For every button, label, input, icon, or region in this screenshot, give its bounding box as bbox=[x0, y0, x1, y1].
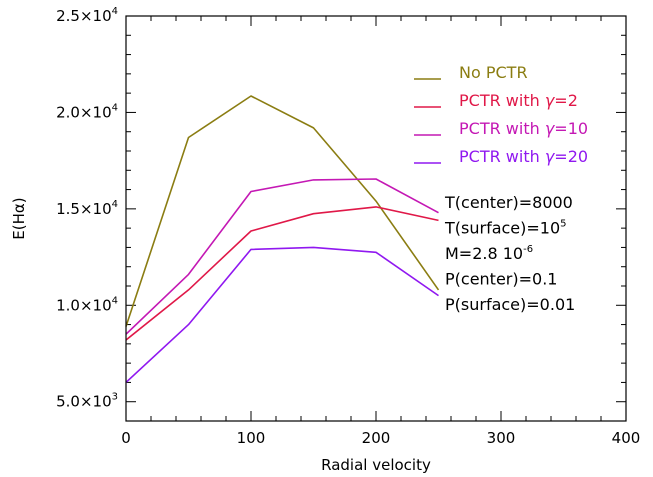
legend-gamma: γ bbox=[545, 119, 556, 138]
plot-frame bbox=[125, 15, 627, 422]
y-tick-label: 2.0×104 bbox=[56, 102, 118, 121]
annotation-line: M=2.8 10-6 bbox=[445, 244, 533, 263]
y-tick-label: 2.5×104 bbox=[56, 6, 118, 25]
annotation-line: T(surface)=105 bbox=[444, 219, 567, 238]
y-tick-label: 1.0×104 bbox=[56, 295, 118, 314]
annotation-line: T(center)=8000 bbox=[444, 193, 573, 212]
x-tick-label: 200 bbox=[362, 429, 391, 447]
y-tick-exponent: 4 bbox=[112, 6, 118, 17]
y-tick-exponent: 4 bbox=[112, 295, 118, 306]
annotation-line: P(surface)=0.01 bbox=[445, 295, 575, 314]
legend-gamma: γ bbox=[545, 91, 556, 110]
series-layer bbox=[125, 95, 440, 383]
x-tick-label: 400 bbox=[612, 429, 641, 447]
legend-label: No PCTR bbox=[459, 63, 528, 82]
series-line-4 bbox=[125, 246, 439, 383]
y-tick-exponent: 4 bbox=[112, 102, 118, 113]
y-tick-exponent: 4 bbox=[112, 199, 118, 210]
legend-label: PCTR with γ=10 bbox=[459, 119, 588, 138]
legend-label: PCTR with γ=2 bbox=[459, 91, 578, 110]
legend: No PCTR PCTR with γ=2 PCTR with γ=10 PCTR w… bbox=[414, 63, 588, 166]
y-tick-label: 1.5×104 bbox=[56, 199, 118, 218]
x-tick-label: 0 bbox=[121, 429, 131, 447]
x-tick-label: 300 bbox=[487, 429, 516, 447]
legend-label: PCTR with γ=20 bbox=[459, 147, 588, 166]
annotation-line: P(center)=0.1 bbox=[445, 270, 557, 289]
y-tick-label: 5.0×103 bbox=[56, 392, 118, 411]
legend-gamma: γ bbox=[545, 147, 556, 166]
series-line-1 bbox=[125, 95, 440, 327]
y-tick-exponent: 3 bbox=[112, 392, 118, 403]
series-line-3 bbox=[125, 178, 439, 335]
y-ticks: 5.0×103 1.0×104 1.5×104 2.0×104 2.5×104 bbox=[56, 6, 626, 422]
annotation-exponent: -6 bbox=[523, 244, 533, 255]
x-tick-label: 100 bbox=[237, 429, 266, 447]
series-line-2 bbox=[125, 206, 439, 341]
annotation-exponent: 5 bbox=[560, 219, 566, 230]
x-axis-title: Radial velocity bbox=[321, 456, 431, 474]
y-axis-title: E(Hα) bbox=[10, 197, 28, 239]
x-ticks: 0 100 200 300 400 bbox=[121, 16, 640, 447]
annotations: T(center)=8000 T(surface)=105 M=2.8 10-6 P(… bbox=[444, 193, 575, 314]
